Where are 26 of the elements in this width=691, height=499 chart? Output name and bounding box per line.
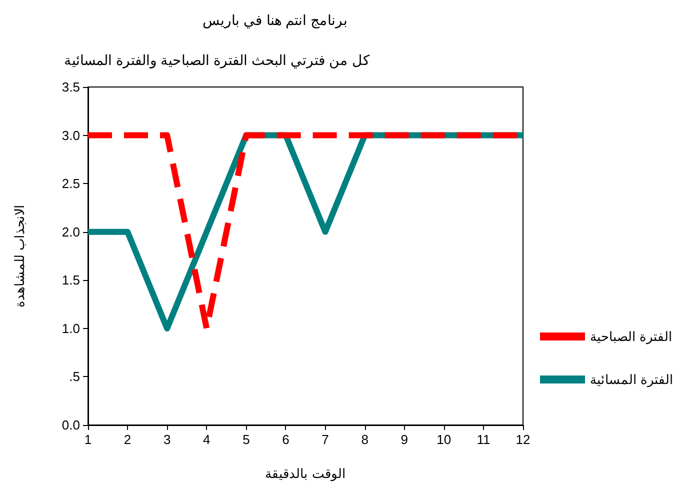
y-tick-label: 1.0 <box>62 320 80 336</box>
y-tick-label: 3.5 <box>62 80 80 94</box>
legend-label: الفترة المسائية <box>590 372 674 388</box>
y-axis-title: الانجذاب للمشاهدة <box>12 204 27 308</box>
x-tick-label: 7 <box>322 432 329 447</box>
x-axis-title: الوقت بالدقيقة <box>265 466 346 482</box>
y-tick-label: 1.5 <box>62 272 80 288</box>
x-tick-label: 3 <box>163 432 171 447</box>
x-tick-label: 4 <box>203 432 210 447</box>
x-tick-label: 6 <box>282 432 290 447</box>
chart-subtitle: كل من فترتي البحث الفترة الصباحية والفترة المسائية <box>64 52 370 69</box>
chart-title: برنامج انتم هنا في باريس <box>202 12 348 29</box>
legend-label: الفترة الصباحية <box>590 329 673 345</box>
y-tick-label: 2.5 <box>62 176 80 192</box>
x-tick-label: 2 <box>124 432 132 447</box>
x-tick-label: 8 <box>361 432 368 447</box>
y-tick-label: .5 <box>69 369 80 384</box>
y-tick-label: 3.0 <box>62 128 80 143</box>
x-tick-label: 1 <box>84 432 92 447</box>
x-tick-label: 10 <box>436 432 452 447</box>
y-tick-label: 2.0 <box>62 224 80 240</box>
y-tick-label: 0.0 <box>62 418 80 432</box>
x-tick-label: 12 <box>516 432 530 447</box>
x-tick-label: 5 <box>242 432 250 447</box>
x-tick-label: 11 <box>476 432 490 447</box>
x-tick-label: 9 <box>400 432 408 447</box>
